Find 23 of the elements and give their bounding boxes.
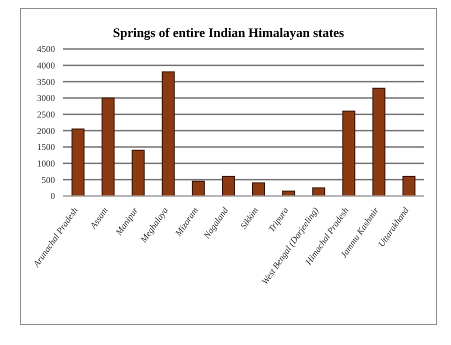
bar [102, 98, 115, 196]
y-tick-label: 1000 [37, 158, 56, 169]
y-tick-label: 3500 [37, 76, 56, 87]
bar [402, 176, 416, 196]
bar [222, 176, 235, 196]
bar [72, 128, 85, 196]
chart-title: Springs of entire Indian Himalayan states [112, 25, 346, 41]
y-tick-label: 0 [50, 191, 56, 202]
bar [162, 71, 175, 196]
bar [192, 180, 205, 196]
y-tick-label: 3000 [37, 93, 56, 104]
bar [312, 187, 326, 196]
y-tick-label: 500 [42, 174, 56, 185]
y-tick-label: 1500 [37, 142, 56, 152]
y-tick-label: 2500 [37, 110, 56, 120]
y-tick-label: 4000 [37, 60, 56, 71]
bar [372, 88, 386, 196]
y-tick-label: 2000 [37, 126, 56, 136]
y-tick-label: 4500 [37, 44, 56, 54]
bar [342, 110, 356, 196]
bar [282, 190, 296, 196]
bar [132, 150, 145, 196]
bar [252, 182, 266, 196]
